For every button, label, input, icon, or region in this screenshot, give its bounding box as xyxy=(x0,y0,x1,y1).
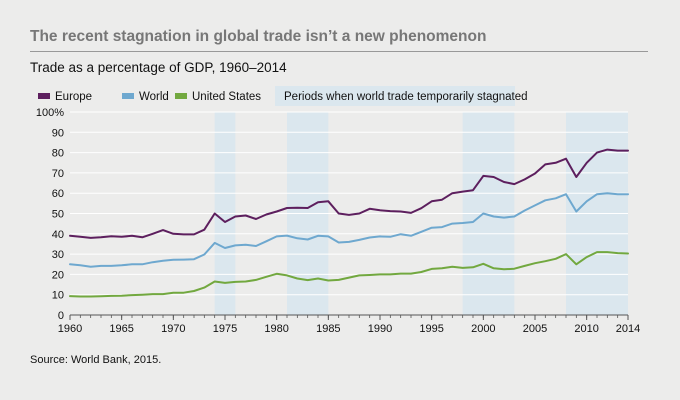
series-line-united-states xyxy=(69,251,629,298)
title-divider xyxy=(30,51,648,52)
series-lines xyxy=(69,148,629,298)
y-tick-label-40: 40 xyxy=(52,229,64,241)
legend: Europe World United States Periods when … xyxy=(38,86,528,106)
x-tick-label-1960: 1960 xyxy=(58,323,82,335)
x-tick-label-1965: 1965 xyxy=(109,323,133,335)
y-tick-label-0: 0 xyxy=(58,310,64,322)
source-note: Source: World Bank, 2015. xyxy=(30,354,162,366)
y-tick-label-90: 90 xyxy=(52,127,64,139)
y-axis-ticks: 0 10 20 30 40 50 60 70 80 90 100% xyxy=(36,107,64,322)
series-line-europe xyxy=(69,148,629,239)
legend-swatch-stagnation-band xyxy=(275,86,515,106)
y-tick-label-60: 60 xyxy=(52,188,64,200)
x-tick-label-1985: 1985 xyxy=(316,323,340,335)
legend-label-united-states: United States xyxy=(192,91,261,103)
gridlines xyxy=(70,111,628,296)
legend-label-stagnation-band: Periods when world trade temporarily sta… xyxy=(284,91,528,103)
x-tick-label-1995: 1995 xyxy=(419,323,443,335)
x-tick-label-2005: 2005 xyxy=(523,323,547,335)
legend-swatch-world xyxy=(122,93,134,99)
x-tick-label-2014: 2014 xyxy=(616,323,640,335)
legend-swatch-united-states xyxy=(175,93,187,99)
legend-label-world: World xyxy=(139,91,169,103)
figure-title: The recent stagnation in global trade is… xyxy=(30,28,487,45)
legend-swatch-europe xyxy=(38,93,50,99)
x-tick-label-2010: 2010 xyxy=(574,323,598,335)
x-tick-label-2000: 2000 xyxy=(471,323,495,335)
y-tick-label-50: 50 xyxy=(52,209,64,221)
y-tick-label-20: 20 xyxy=(52,269,64,281)
legend-label-europe: Europe xyxy=(55,91,92,103)
x-tick-label-1990: 1990 xyxy=(368,323,392,335)
x-tick-label-1980: 1980 xyxy=(264,323,288,335)
y-tick-label-70: 70 xyxy=(52,168,64,180)
y-tick-label-100: 100% xyxy=(36,107,64,119)
y-tick-label-80: 80 xyxy=(52,148,64,160)
series-line-world xyxy=(69,192,629,268)
y-tick-label-10: 10 xyxy=(52,290,64,302)
chart-title: Trade as a percentage of GDP, 1960–2014 xyxy=(30,60,287,75)
x-axis: 1960 1965 1970 1975 1980 1985 1990 1995 2000 2005… xyxy=(58,314,640,335)
y-tick-label-30: 30 xyxy=(52,249,64,261)
x-tick-label-1975: 1975 xyxy=(213,323,237,335)
x-tick-label-1970: 1970 xyxy=(161,323,185,335)
